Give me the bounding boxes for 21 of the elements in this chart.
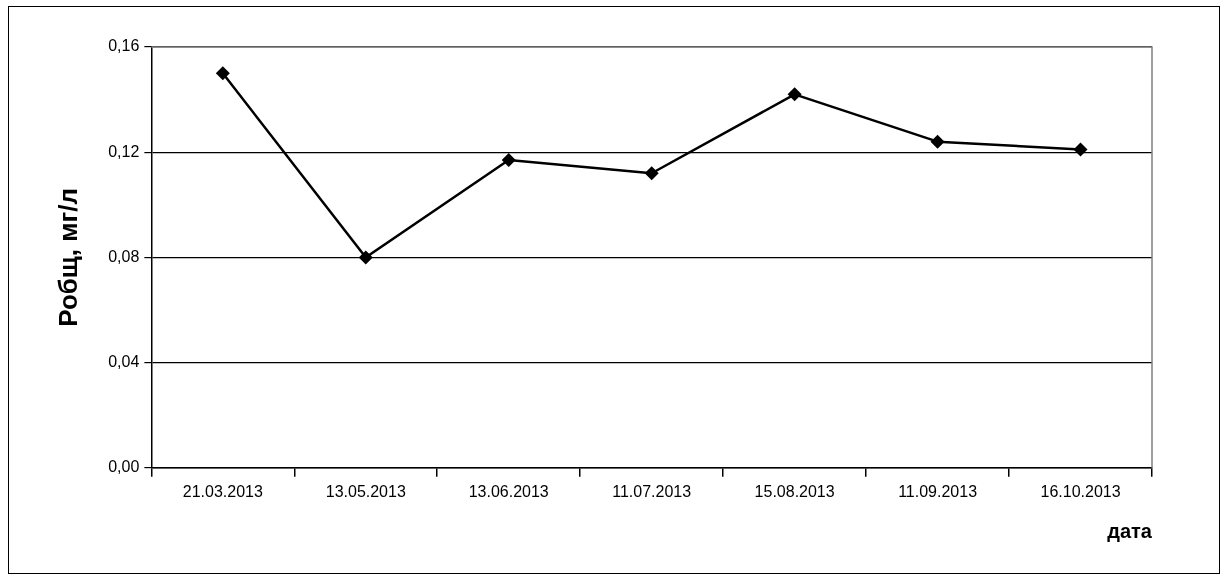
- x-tick-label: 15.08.2013: [754, 482, 835, 500]
- point: [787, 87, 802, 102]
- point: [930, 134, 945, 149]
- x-tick-label: 13.06.2013: [468, 482, 549, 500]
- y-tick-label: 0,00: [108, 458, 140, 476]
- point: [358, 250, 373, 265]
- y-tick-label: 0,04: [108, 353, 140, 371]
- x-tick-label: 21.03.2013: [182, 482, 263, 500]
- point: [215, 66, 230, 81]
- x-tick-label: 13.05.2013: [325, 482, 406, 500]
- x-tick-label: 11.07.2013: [612, 482, 692, 500]
- point: [644, 166, 659, 181]
- x-tick-label: 11.09.2013: [898, 482, 978, 500]
- y-tick-label: 0,12: [108, 142, 140, 160]
- point: [1073, 142, 1088, 157]
- point: [501, 153, 516, 168]
- y-tick-label: 0,16: [108, 37, 140, 55]
- y-tick-label: 0,08: [108, 247, 140, 265]
- x-tick-label: 16.10.2013: [1040, 482, 1121, 500]
- x-axis-title: дата: [1107, 519, 1153, 542]
- y-axis-title: Робщ, мг/л: [52, 187, 83, 327]
